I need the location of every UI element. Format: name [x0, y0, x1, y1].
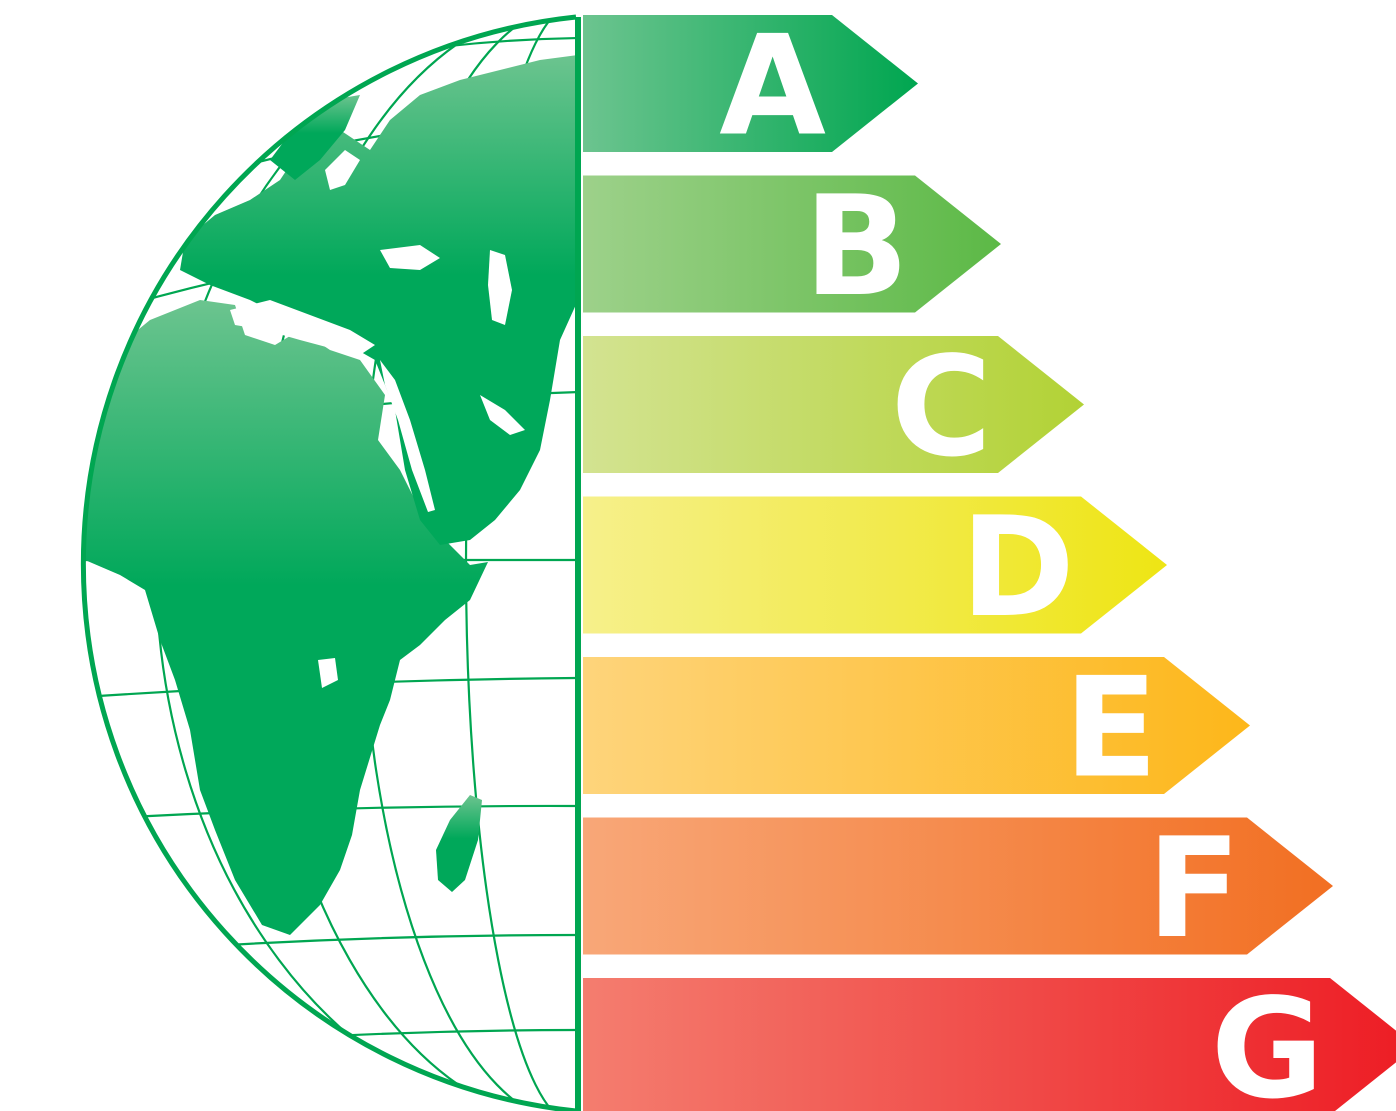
red-sea	[380, 360, 435, 512]
rating-arrow-a	[583, 15, 918, 152]
rating-arrow-e	[583, 657, 1250, 794]
lake-victoria	[318, 658, 338, 688]
continents	[83, 55, 576, 935]
rating-bar-f: F	[583, 808, 1333, 969]
madagascar-landmass	[436, 795, 482, 892]
rating-bar-d: D	[583, 487, 1167, 648]
baltic-sea	[325, 150, 360, 190]
rating-letter-d: D	[960, 487, 1075, 648]
rating-letter-f: F	[1147, 808, 1241, 969]
rating-arrow-d	[583, 496, 1167, 634]
africa-landmass	[83, 300, 488, 935]
globe-outline	[80, 14, 577, 1111]
rating-letter-a: A	[719, 6, 826, 167]
rating-bar-c: C	[583, 327, 1084, 488]
rating-letter-g: G	[1211, 969, 1324, 1111]
black-sea	[380, 245, 440, 270]
rating-letter-b: B	[804, 166, 909, 327]
rating-letter-e: E	[1064, 648, 1158, 809]
rating-letter-c: C	[891, 327, 992, 488]
rating-arrow-c	[583, 336, 1084, 473]
europe-asia-landmass	[180, 55, 576, 545]
rating-bar-a: A	[583, 6, 918, 167]
persian-gulf	[480, 395, 525, 435]
water-bodies	[230, 150, 525, 688]
scandinavia-landmass	[270, 95, 360, 180]
rating-bar-b: B	[583, 166, 1001, 327]
mediterranean-sea	[230, 300, 375, 355]
rating-arrow-b	[583, 175, 1001, 313]
rating-arrow-g	[583, 978, 1396, 1111]
caspian-sea	[488, 250, 512, 325]
rating-bar-g: G	[583, 969, 1396, 1111]
rating-arrow-f	[583, 817, 1333, 955]
rating-bar-e: E	[583, 648, 1250, 809]
globe	[80, 14, 581, 1111]
